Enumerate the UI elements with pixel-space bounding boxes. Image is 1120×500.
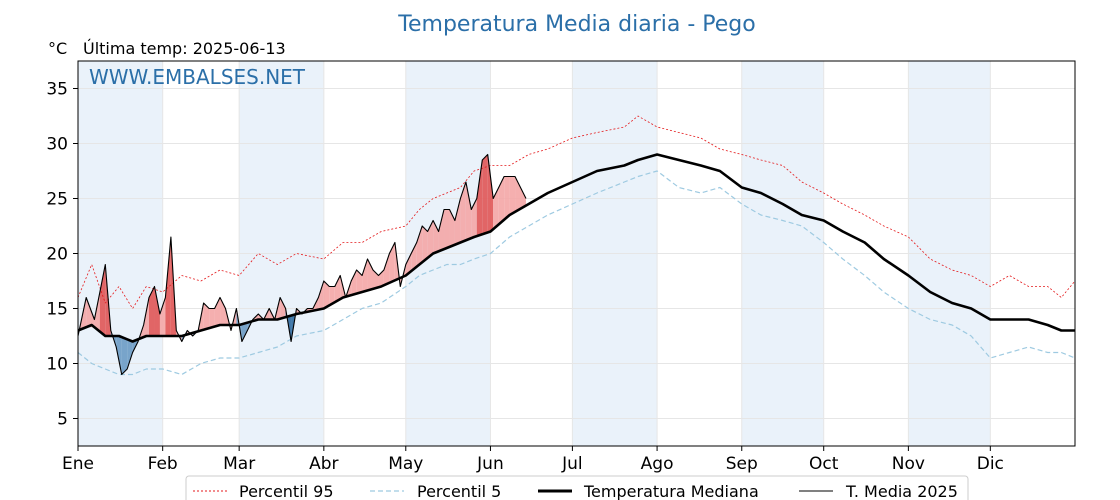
fill-above-median (476, 160, 483, 237)
fill-above-median (465, 182, 472, 241)
fill-above-median (509, 176, 516, 215)
fill-above-median (504, 176, 510, 220)
fill-above-median (471, 198, 477, 239)
x-tick-label-ene: Ene (62, 454, 94, 474)
chart-title: Temperatura Media diaria - Pego (397, 12, 755, 37)
fill-above-median (323, 281, 330, 309)
fill-above-median (318, 281, 324, 310)
fill-above-median (209, 308, 215, 329)
fill-below-median (241, 322, 248, 342)
fill-above-median (416, 226, 423, 267)
x-tick-label-nov: Nov (892, 454, 925, 474)
fill-above-median (498, 176, 505, 225)
fill-below-median (127, 339, 133, 369)
fill-above-median (334, 275, 341, 303)
fill-below-median (121, 337, 128, 375)
watermark: WWW.EMBALSES.NET (89, 65, 306, 89)
x-tick-label-dic: Dic (977, 454, 1004, 474)
fill-above-median (487, 154, 494, 233)
x-tick-label-oct: Oct (809, 454, 839, 474)
y-tick-label: 15 (46, 300, 68, 320)
fill-above-median (149, 286, 155, 336)
fill-above-median (86, 297, 95, 328)
fill-above-median (143, 297, 150, 338)
fill-above-median (99, 264, 106, 336)
y-tick-label: 5 (57, 410, 68, 430)
fill-above-median (383, 253, 390, 286)
fill-above-median (405, 253, 412, 276)
legend-label-p5: Percentil 5 (417, 482, 501, 500)
y-tick-label: 10 (46, 355, 68, 375)
last-temp-label: Última temp: 2025-06-13 (83, 39, 286, 58)
y-tick-label: 20 (46, 245, 68, 265)
fill-above-median (329, 286, 335, 306)
series-line-percentil-95 (77, 115, 1076, 309)
legend-label-p95: Percentil 95 (239, 482, 334, 500)
fill-above-median (367, 259, 374, 291)
legend-box (185, 475, 969, 500)
fill-above-median (460, 182, 466, 243)
fill-above-median (482, 154, 488, 235)
fill-above-median (444, 209, 450, 250)
legend: Percentil 95 Percentil 5 Temperatura Med… (185, 475, 969, 500)
x-tick-label-sep: Sep (726, 454, 758, 474)
fill-above-median (411, 242, 417, 272)
fill-above-median (362, 259, 368, 292)
series-line-percentil-5 (77, 170, 1076, 376)
fill-above-median (351, 270, 357, 296)
y-tick-label: 35 (46, 80, 68, 100)
fill-above-median (389, 242, 395, 283)
fill-above-median (356, 270, 363, 294)
x-tick-label-jun: Jun (476, 454, 504, 474)
fill-above-median (422, 226, 428, 263)
legend-label-median: Temperatura Mediana (583, 482, 759, 500)
x-tick-label-jul: Jul (561, 454, 583, 474)
fill-above-median (94, 292, 100, 332)
fill-above-median (154, 286, 160, 336)
fill-above-median (203, 303, 210, 330)
fill-above-median (165, 237, 171, 336)
series-line-temperatura-mediana (77, 153, 1075, 343)
y-axis: 5 10 15 20 25 30 35 (46, 80, 78, 430)
x-tick-label-abr: Abr (309, 454, 338, 474)
x-tick-label-may: May (388, 454, 423, 474)
legend-label-2025: T. Media 2025 (845, 482, 958, 500)
fill-below-median (116, 336, 122, 375)
series-lines (77, 115, 1076, 376)
fill-above-median (520, 187, 526, 209)
fill-above-median (220, 297, 226, 325)
x-axis: Ene Feb Mar Abr May Jun Jul Ago Sep Oct Nov Dic (62, 446, 1004, 474)
x-tick-label-ago: Ago (641, 454, 674, 474)
unit-label: °C (48, 39, 67, 58)
fill-above-median (454, 198, 461, 245)
y-tick-label: 30 (46, 135, 68, 155)
fill-above-median (438, 209, 445, 252)
x-tick-label-feb: Feb (148, 454, 178, 474)
series-line-t-media-2025 (77, 153, 527, 376)
x-tick-label-mar: Mar (223, 454, 255, 474)
fill-above-median (214, 297, 221, 327)
fill-above-median (280, 297, 286, 319)
fill-above-median (159, 297, 166, 336)
fill-above-median (493, 187, 499, 230)
y-tick-label: 25 (46, 190, 68, 210)
